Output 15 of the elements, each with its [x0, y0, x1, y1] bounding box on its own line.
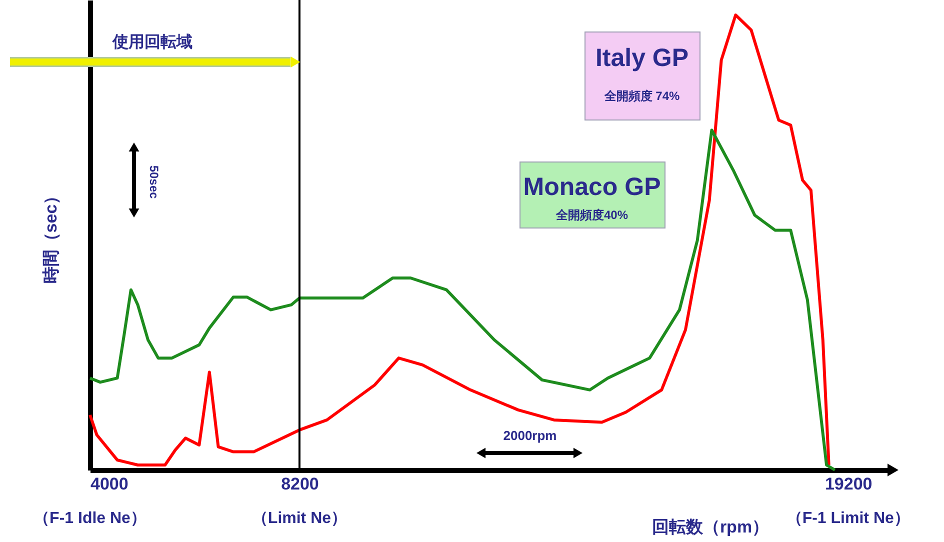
x-axis-title: 回転数（rpm） [652, 518, 770, 536]
series-label: Italy GP [595, 44, 689, 72]
text: （Limit Ne） [252, 510, 348, 527]
x-tick-label: 8200 [281, 474, 319, 494]
text: （F-1 Idle Ne） [34, 510, 146, 527]
y-axis-title: 時間（sec） [42, 187, 60, 284]
x-tick-label: 19200 [824, 474, 872, 494]
annotation: 50sec [147, 165, 161, 200]
annotation: 使用回転域 [112, 33, 193, 51]
annotation: 全開頻度40% [554, 208, 628, 222]
annotation: 2000rpm [503, 428, 557, 443]
series-label: Monaco GP [523, 173, 661, 201]
text: （F-1 Limit Ne） [786, 510, 910, 527]
x-tick-label: 4000 [90, 474, 128, 494]
annotation: 全開頻度 74% [603, 89, 680, 103]
